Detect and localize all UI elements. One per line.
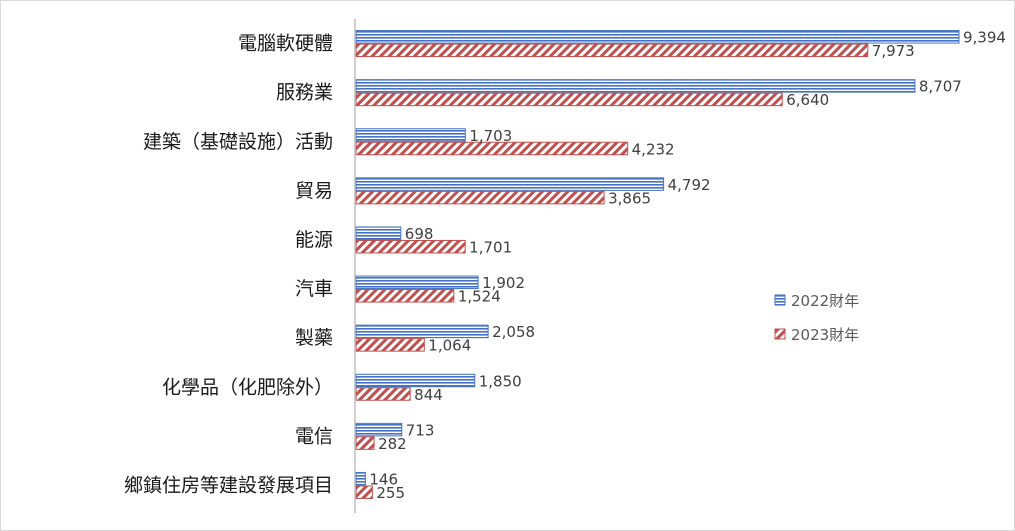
bar-2023	[355, 338, 425, 352]
bar-2023	[355, 289, 455, 303]
bar-2022	[355, 471, 366, 486]
legend-label-2022: 2022財年	[791, 292, 859, 310]
value-label-2022: 1,850	[479, 372, 522, 390]
value-label-2023: 844	[414, 386, 443, 404]
value-label-2023: 7,973	[872, 42, 915, 60]
bar-2023	[355, 141, 629, 156]
bar-2023	[355, 92, 783, 107]
value-label-2022: 8,707	[919, 78, 962, 96]
value-label-2023: 1,524	[458, 288, 501, 306]
value-label-2023: 255	[376, 484, 405, 502]
value-label-2023: 4,232	[632, 140, 675, 158]
value-label-2022: 4,792	[668, 176, 711, 194]
value-label-2022: 1,703	[469, 127, 512, 145]
bar-2022	[355, 128, 466, 142]
value-label-2023: 1,064	[428, 337, 471, 355]
legend-swatch-2022	[774, 294, 786, 306]
bar-2022	[355, 226, 402, 240]
value-label-2023: 282	[378, 435, 407, 453]
bar-2023	[355, 190, 605, 205]
bar-2022	[355, 79, 916, 93]
value-label-2023: 3,865	[608, 189, 651, 207]
category-label: 貿易	[295, 180, 333, 202]
value-label-2022: 1,902	[482, 274, 525, 292]
bar-2023	[355, 239, 466, 254]
legend-swatch-2023	[774, 328, 786, 340]
bar-2022	[355, 177, 665, 191]
value-label-2022: 146	[369, 470, 398, 488]
value-label-2022: 698	[405, 225, 434, 243]
bar-2023	[355, 436, 375, 450]
category-label: 汽車	[295, 278, 333, 300]
bar-2022	[355, 275, 479, 290]
category-label: 能源	[295, 229, 333, 251]
category-label: 製藥	[295, 327, 333, 349]
value-label-2022: 713	[406, 421, 435, 439]
bar-2023	[355, 485, 373, 499]
bar-2023	[355, 387, 411, 401]
bars	[355, 30, 960, 499]
bar-2022	[355, 373, 476, 388]
legend: 2022財年 2023財年	[774, 292, 859, 344]
bar-2022	[355, 30, 960, 44]
value-label-2023: 1,701	[469, 238, 512, 256]
value-label-2022: 2,058	[492, 323, 535, 341]
legend-label-2023: 2023財年	[791, 326, 859, 344]
category-label: 鄉鎮住房等建設發展項目	[124, 474, 333, 496]
value-label-2023: 6,640	[786, 91, 829, 109]
category-label: 電信	[295, 425, 333, 447]
bar-2023	[355, 43, 869, 58]
category-label: 服務業	[276, 82, 333, 104]
category-label: 電腦軟硬體	[238, 33, 333, 55]
bar-2022	[355, 422, 403, 437]
value-label-2022: 9,394	[963, 29, 1006, 47]
bar-2022	[355, 324, 489, 339]
category-label: 化學品（化肥除外）	[162, 376, 333, 398]
category-label: 建築（基礎設施）活動	[143, 131, 333, 153]
